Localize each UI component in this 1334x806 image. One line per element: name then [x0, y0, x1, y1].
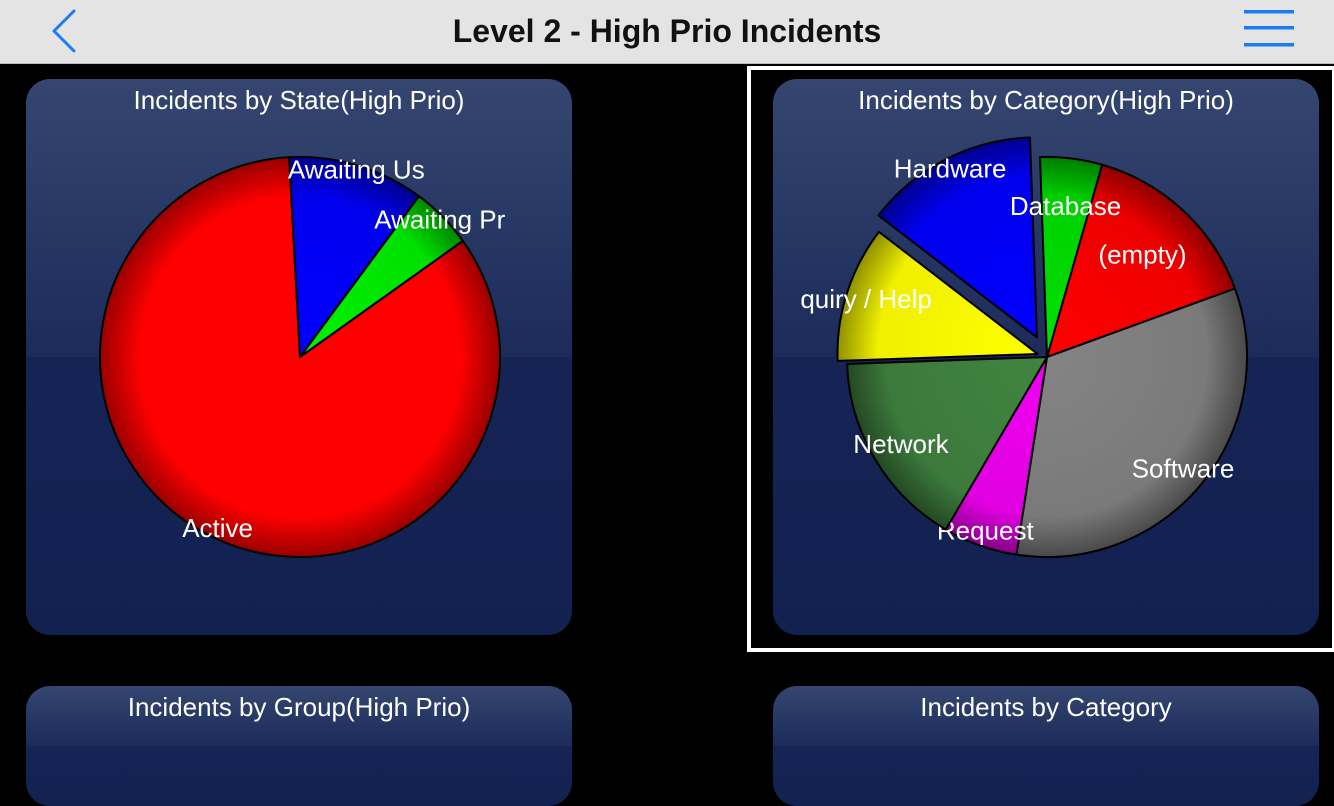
pie-slice-label: Network	[853, 429, 949, 459]
selection-highlight	[747, 66, 1334, 652]
chart-title: Incidents by State(High Prio)	[133, 85, 465, 115]
back-button[interactable]	[40, 6, 90, 56]
pie-slice-label: Hardware	[894, 153, 1007, 183]
chart-title: Incidents by Category	[920, 692, 1172, 722]
pie-slice-label: Awaiting Pr	[374, 205, 505, 235]
chart-card-state[interactable]: Incidents by State(High Prio) Active Awai…	[26, 79, 572, 635]
pie-slice-label: (empty)	[1098, 240, 1186, 270]
pie-slice-label: Request	[937, 515, 1035, 545]
pie-slice-awaiting-pr[interactable]	[299, 195, 464, 358]
chart-title: Incidents by Category(High Prio)	[858, 85, 1234, 115]
pie-slice-database[interactable]	[1039, 156, 1104, 358]
pie-chart-state[interactable]: Active Awaiting Us Awaiting Pr	[26, 79, 572, 635]
pie-slice-label: Software	[1132, 454, 1235, 484]
chart-title: Incidents by Group(High Prio)	[127, 692, 471, 722]
pie-slice-empty[interactable]	[1046, 163, 1236, 358]
chart-card-category-high-prio[interactable]: Incidents by Category(High Prio) (empty)…	[773, 79, 1319, 635]
pie-slice-network[interactable]	[846, 356, 1048, 531]
chevron-left-icon	[52, 9, 76, 53]
pie-slice-label: quiry / Help	[800, 284, 932, 314]
chart-card-category[interactable]: Incidents by Category	[773, 686, 1319, 806]
pie-slice-quiry-help[interactable]	[836, 230, 1039, 362]
pie-slice-awaiting-us[interactable]	[288, 156, 420, 358]
navigation-bar: Level 2 - High Prio Incidents	[0, 0, 1334, 64]
pie-slice-label: Active	[182, 513, 253, 543]
chart-card-group[interactable]: Incidents by Group(High Prio)	[26, 686, 572, 806]
page-title: Level 2 - High Prio Incidents	[452, 13, 882, 49]
menu-button[interactable]	[1236, 6, 1302, 56]
pie-slice-software[interactable]	[1015, 287, 1248, 558]
hamburger-menu-icon	[1244, 10, 1294, 47]
pie-slice-label: Awaiting Us	[288, 154, 425, 184]
pie-slice-hardware[interactable]	[877, 136, 1038, 339]
pie-slice-label: Database	[1010, 191, 1121, 221]
pie-chart-category[interactable]: (empty) Software Request Network quiry / Hel…	[773, 79, 1319, 635]
